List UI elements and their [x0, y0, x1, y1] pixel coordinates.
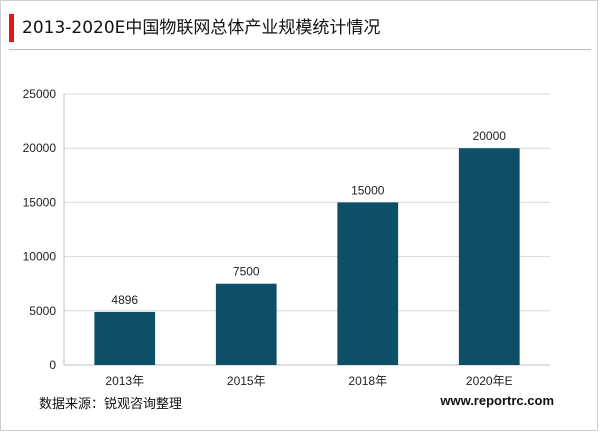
- y-tick-label: 5000: [29, 304, 56, 318]
- y-tick-label: 10000: [23, 250, 57, 264]
- bar-value-label: 20000: [473, 129, 507, 143]
- x-tick-label: 2013年: [105, 374, 144, 388]
- title-divider: [9, 49, 591, 50]
- title-accent-bar: [9, 14, 14, 42]
- bar: [215, 283, 277, 365]
- bar-value-label: 7500: [233, 265, 260, 279]
- website-link[interactable]: www.reportrc.com: [440, 393, 554, 408]
- bars: [94, 148, 520, 365]
- bar-value-label: 4896: [111, 293, 138, 307]
- bar: [337, 202, 399, 365]
- x-tick-label: 2020年E: [466, 374, 513, 388]
- y-tick-label: 25000: [23, 87, 57, 101]
- y-tick-label: 20000: [23, 141, 57, 155]
- y-tick-label: 15000: [23, 195, 57, 209]
- data-source-note: 数据来源：锐观咨询整理: [39, 397, 183, 412]
- chart-title: 2013-2020E中国物联网总体产业规模统计情况: [22, 18, 381, 38]
- bar: [94, 311, 156, 365]
- x-tick-label: 2015年: [227, 374, 266, 388]
- bar-value-label: 15000: [351, 183, 385, 197]
- labels: 0 5000 10000 15000 20000 25000 4896 2013年 7500 20…: [23, 87, 513, 388]
- bar: [458, 148, 520, 365]
- y-tick-label: 0: [49, 358, 56, 372]
- x-tick-label: 2018年: [348, 374, 387, 388]
